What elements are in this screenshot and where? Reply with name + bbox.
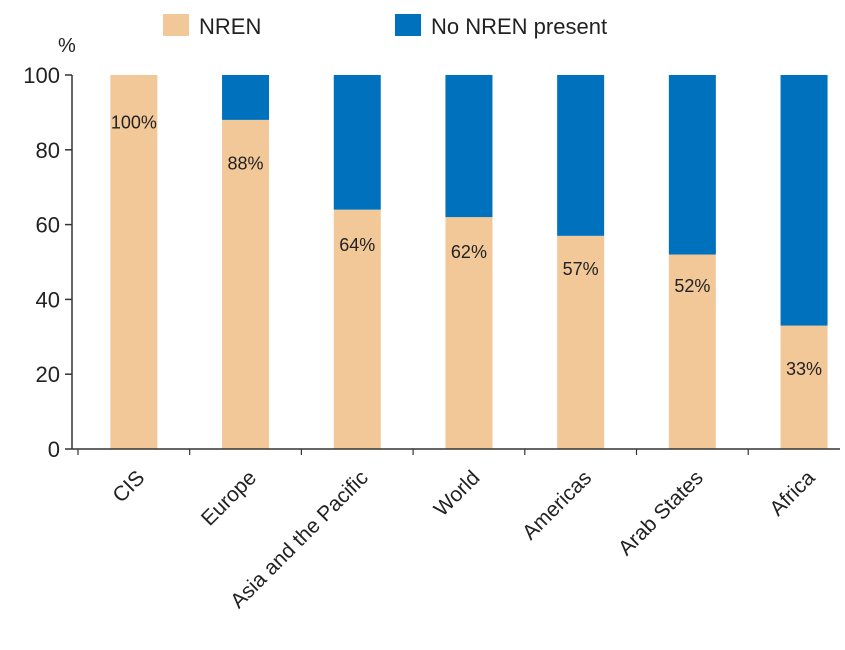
bar-segment-nren-1 <box>222 119 270 449</box>
data-label-4: 57% <box>563 259 599 279</box>
y-tick-label: 40 <box>36 287 60 312</box>
x-category-label-5: Arab States <box>614 466 708 560</box>
legend-label-no-nren: No NREN present <box>431 14 607 39</box>
bar-segment-no-nren-4 <box>557 75 605 236</box>
bars-group <box>110 75 828 449</box>
y-axis-unit-label: % <box>58 35 76 57</box>
data-label-3: 62% <box>451 242 487 262</box>
y-tick-label: 100 <box>23 63 60 88</box>
bar-segment-nren-0 <box>110 75 158 449</box>
x-category-label-4: Americas <box>518 466 596 544</box>
y-tick-label: 0 <box>48 437 60 462</box>
bar-segment-nren-6 <box>780 325 828 449</box>
bar-segment-nren-4 <box>557 235 605 449</box>
bar-segment-no-nren-1 <box>222 75 270 120</box>
x-category-label-6: Africa <box>765 466 819 520</box>
x-category-label-3: World <box>430 466 485 521</box>
bar-segment-nren-5 <box>668 254 716 449</box>
bar-segment-no-nren-6 <box>780 75 828 326</box>
y-tick-label: 80 <box>36 138 60 163</box>
bar-segment-no-nren-2 <box>333 75 381 210</box>
legend-swatch-no-nren <box>395 14 421 36</box>
data-label-5: 52% <box>674 276 710 296</box>
x-category-label-0: CIS <box>108 466 149 507</box>
bar-segment-no-nren-5 <box>668 75 716 255</box>
data-label-6: 33% <box>786 359 822 379</box>
data-labels-group: 100% 88% 64% 62% 57% 52% 33% <box>111 113 822 380</box>
chart-legend: NREN No NREN present <box>163 14 607 39</box>
y-tick-label: 20 <box>36 362 60 387</box>
data-label-1: 88% <box>228 154 264 174</box>
bar-segment-no-nren-3 <box>445 75 493 218</box>
x-category-label-1: Europe <box>197 466 261 530</box>
y-axis: 0 20 40 60 80 100 <box>23 63 73 462</box>
legend-label-nren: NREN <box>199 14 261 39</box>
data-label-2: 64% <box>339 235 375 255</box>
legend-swatch-nren <box>163 14 189 36</box>
y-tick-label: 60 <box>36 213 60 238</box>
data-label-0: 100% <box>111 113 157 133</box>
bar-segment-nren-3 <box>445 217 493 449</box>
bar-segment-nren-2 <box>333 209 381 449</box>
